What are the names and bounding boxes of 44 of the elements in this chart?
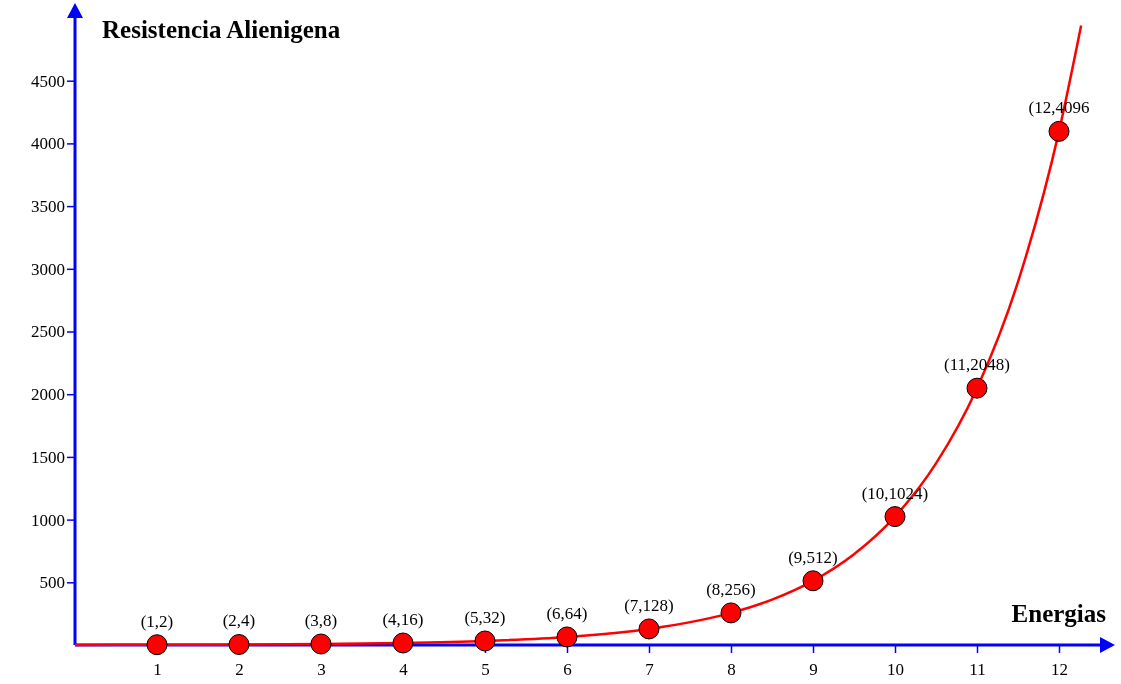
annotation: (4,16) [382, 609, 424, 629]
y-tick-label: 500 [39, 573, 65, 593]
point [310, 633, 332, 655]
point [966, 377, 988, 399]
point [146, 634, 168, 656]
annotation: (8,256) [706, 579, 756, 599]
point [638, 618, 660, 640]
point [392, 632, 414, 654]
y-tick-label: 1500 [31, 447, 65, 467]
x-tick-label: 1 [153, 660, 162, 680]
annotation: (5,32) [464, 607, 506, 627]
y-tick-label: 2500 [31, 322, 65, 342]
annotation: (6,64) [546, 603, 588, 623]
point [474, 630, 496, 652]
x-tick-label: 3 [317, 660, 326, 680]
y-tick-label: 3500 [31, 197, 65, 217]
point [802, 570, 824, 592]
x-tick-label: 12 [1051, 660, 1068, 680]
x-tick-label: 7 [645, 660, 655, 680]
point [228, 634, 250, 655]
x-tick-label: 6 [563, 660, 572, 680]
x-tick-label: 11 [969, 660, 986, 680]
y-tick-label: 4500 [31, 71, 65, 91]
x-tick-label: 2 [235, 660, 244, 680]
point [884, 506, 906, 528]
y-tick-label: 4000 [31, 134, 65, 154]
x-tick-label: 10 [887, 660, 904, 680]
point [720, 602, 742, 624]
point [556, 626, 578, 648]
x-tick-label: 4 [399, 660, 409, 680]
x-axis-title: Energias [1011, 600, 1107, 627]
x-tick-label: 9 [809, 660, 818, 680]
annotation: (2,4) [222, 611, 256, 631]
point [1048, 120, 1070, 142]
annotation: (9,512) [788, 547, 838, 567]
y-tick-label: 1000 [31, 510, 65, 530]
annotation: (3,8) [304, 611, 338, 630]
y-tick-label: 2000 [31, 385, 65, 405]
x-tick-label: 5 [481, 660, 490, 680]
annotation: (7,128) [624, 595, 674, 615]
y-tick-label: 3000 [31, 259, 65, 279]
annotation: (1,2) [140, 611, 174, 631]
x-tick-label: 8 [727, 660, 736, 680]
y-axis-title: Resistencia Alienigena [102, 16, 341, 43]
